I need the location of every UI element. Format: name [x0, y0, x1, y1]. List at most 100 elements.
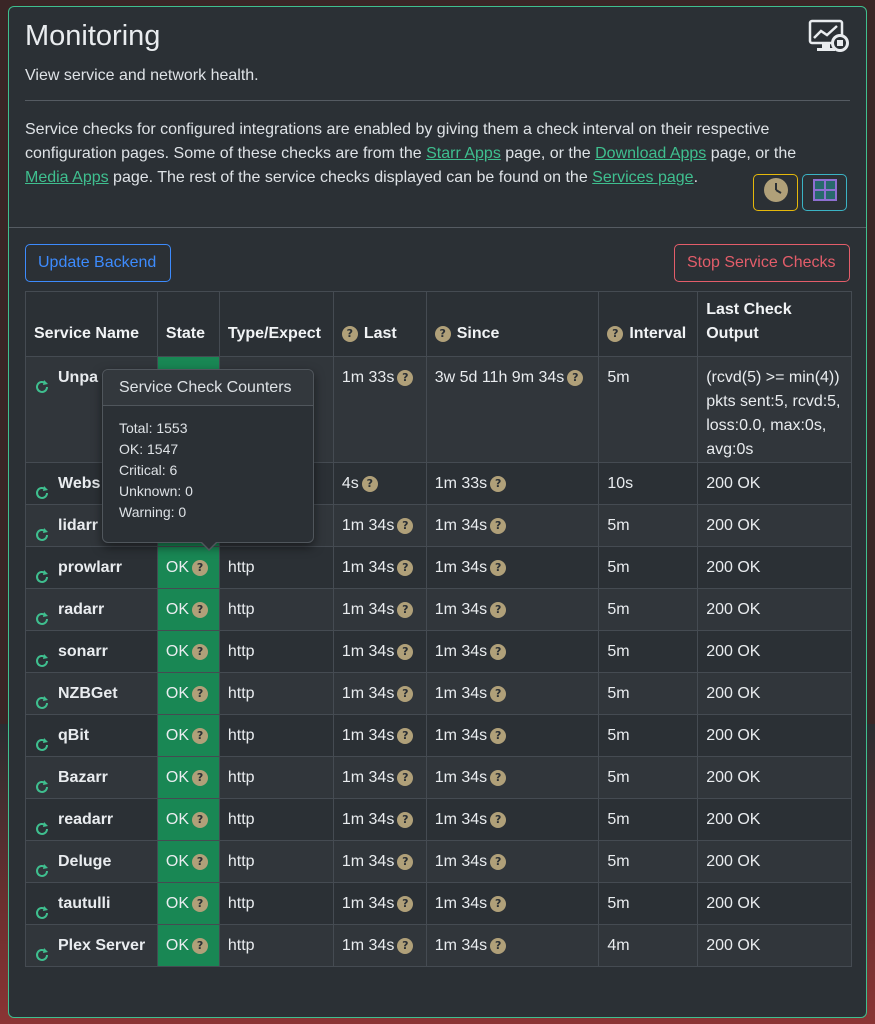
since-value: 1m 34s [434, 559, 488, 576]
tooltip-arrow [200, 541, 218, 551]
help-icon[interactable]: ? [434, 325, 451, 342]
download-apps-link[interactable]: Download Apps [595, 145, 707, 162]
help-icon[interactable]: ? [192, 559, 209, 576]
help-icon[interactable]: ? [192, 853, 209, 870]
since-value: 1m 34s [434, 727, 488, 744]
clock-button[interactable] [753, 174, 798, 211]
cell-service-name: qBit [25, 714, 158, 757]
refresh-icon[interactable] [34, 938, 50, 961]
refresh-icon[interactable] [34, 602, 50, 625]
help-icon[interactable]: ? [397, 811, 414, 828]
service-name: Bazarr [58, 769, 108, 786]
refresh-icon[interactable] [34, 812, 50, 835]
header-interval[interactable]: ? Interval [598, 291, 699, 357]
help-icon[interactable]: ? [490, 811, 507, 828]
refresh-icon[interactable] [34, 370, 50, 393]
help-icon[interactable]: ? [490, 895, 507, 912]
header-since[interactable]: ? Since [425, 291, 600, 357]
help-icon[interactable]: ? [397, 559, 414, 576]
header-last[interactable]: ? Last [332, 291, 427, 357]
cell-since: 1m 34s? [425, 840, 600, 883]
header-type-expect[interactable]: Type/Expect [218, 291, 334, 357]
help-icon[interactable]: ? [490, 517, 507, 534]
help-icon[interactable]: ? [192, 937, 209, 954]
starr-apps-link[interactable]: Starr Apps [426, 145, 501, 162]
help-icon[interactable]: ? [490, 475, 507, 492]
refresh-icon[interactable] [34, 770, 50, 793]
help-icon[interactable]: ? [607, 325, 624, 342]
refresh-icon[interactable] [34, 560, 50, 583]
help-icon[interactable]: ? [192, 769, 209, 786]
state-label: OK [165, 769, 190, 786]
help-icon[interactable]: ? [397, 727, 414, 744]
service-name: lidarr [58, 517, 99, 534]
refresh-icon[interactable] [34, 476, 50, 499]
refresh-icon[interactable] [34, 686, 50, 709]
refresh-icon[interactable] [34, 644, 50, 667]
header-state[interactable]: State [156, 291, 220, 357]
cell-since: 1m 34s? [425, 882, 600, 925]
refresh-icon[interactable] [34, 728, 50, 751]
monitor-chart-icon[interactable] [808, 19, 850, 55]
state-label: OK [165, 685, 190, 702]
help-icon[interactable]: ? [361, 475, 378, 492]
help-icon[interactable]: ? [397, 895, 414, 912]
help-icon[interactable]: ? [192, 811, 209, 828]
help-icon[interactable]: ? [397, 601, 414, 618]
refresh-icon[interactable] [34, 518, 50, 541]
services-page-link[interactable]: Services page [592, 169, 694, 186]
grid-button[interactable] [802, 174, 847, 211]
last-value: 4s [341, 475, 359, 492]
cell-last-check-output: 200 OK [697, 840, 852, 883]
refresh-icon[interactable] [34, 896, 50, 919]
header-last-check-output[interactable]: Last Check Output [697, 291, 852, 357]
help-icon[interactable]: ? [490, 685, 507, 702]
help-icon[interactable]: ? [341, 325, 358, 342]
since-value: 1m 34s [434, 685, 488, 702]
service-name: NZBGet [58, 685, 118, 702]
help-icon[interactable]: ? [397, 937, 414, 954]
help-icon[interactable]: ? [490, 643, 507, 660]
help-icon[interactable]: ? [192, 727, 209, 744]
update-backend-button[interactable]: Update Backend [25, 244, 171, 282]
last-value: 1m 34s [341, 685, 395, 702]
service-name: Webs [58, 475, 101, 492]
help-icon[interactable]: ? [192, 643, 209, 660]
tooltip-ok: OK: 1547 [119, 441, 179, 457]
refresh-icon[interactable] [34, 854, 50, 877]
stop-service-checks-button[interactable]: Stop Service Checks [674, 244, 850, 282]
since-value: 3w 5d 11h 9m 34s [434, 369, 565, 386]
help-icon[interactable]: ? [567, 369, 584, 386]
last-value: 1m 34s [341, 643, 395, 660]
clock-icon [763, 177, 789, 208]
help-icon[interactable]: ? [490, 853, 507, 870]
help-icon[interactable]: ? [397, 685, 414, 702]
header-service-name[interactable]: Service Name [25, 291, 158, 357]
cell-service-name: NZBGet [25, 672, 158, 715]
desc-text: page, or the [500, 145, 596, 162]
help-icon[interactable]: ? [490, 559, 507, 576]
service-checks-description: Service checks for configured integratio… [25, 118, 805, 190]
cell-service-name: Deluge [25, 840, 158, 883]
help-icon[interactable]: ? [490, 769, 507, 786]
help-icon[interactable]: ? [397, 853, 414, 870]
cell-since: 1m 34s? [425, 588, 600, 631]
help-icon[interactable]: ? [192, 601, 209, 618]
cell-last: 1m 34s? [332, 924, 427, 967]
last-value: 1m 34s [341, 853, 395, 870]
help-icon[interactable]: ? [397, 769, 414, 786]
media-apps-link[interactable]: Media Apps [25, 169, 109, 186]
help-icon[interactable]: ? [490, 601, 507, 618]
cell-state: OK? [156, 882, 220, 925]
help-icon[interactable]: ? [192, 685, 209, 702]
help-icon[interactable]: ? [490, 937, 507, 954]
help-icon[interactable]: ? [397, 369, 414, 386]
table-row: Plex Server OK? http 1m 34s? 1m 34s? 4m 200 OK [25, 924, 852, 967]
help-icon[interactable]: ? [192, 895, 209, 912]
help-icon[interactable]: ? [397, 517, 414, 534]
help-icon[interactable]: ? [397, 643, 414, 660]
cell-last: 4s? [332, 462, 427, 505]
cell-interval: 5m [598, 672, 699, 715]
cell-last: 1m 34s? [332, 882, 427, 925]
help-icon[interactable]: ? [490, 727, 507, 744]
